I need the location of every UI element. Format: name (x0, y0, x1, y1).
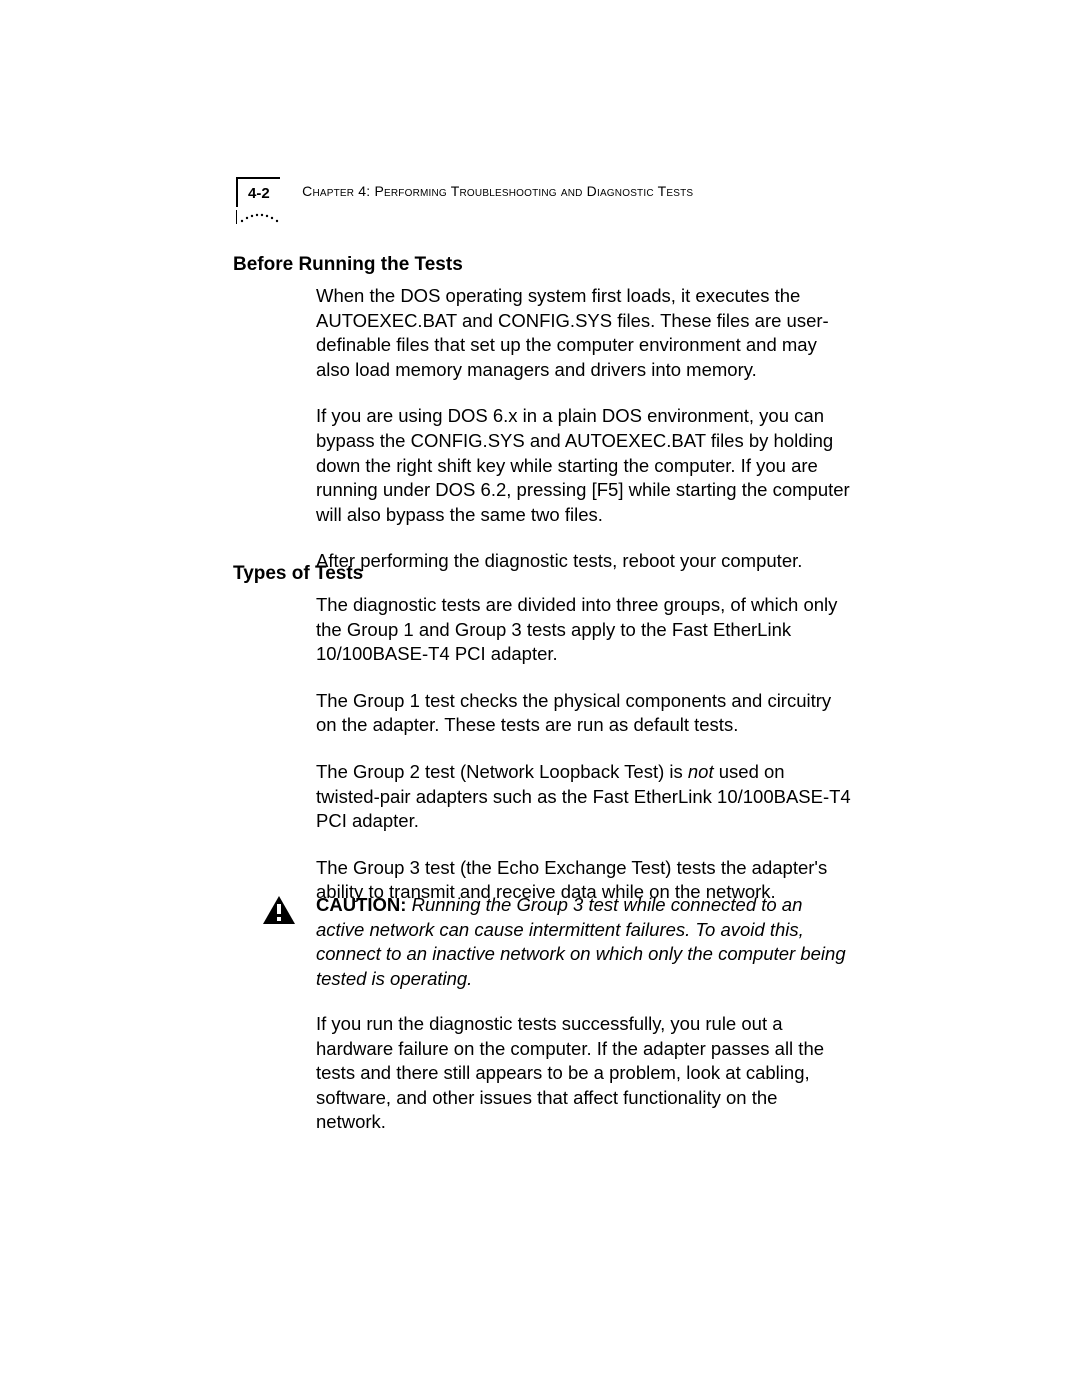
body-types-of-tests-a: The diagnostic tests are divided into th… (316, 593, 852, 905)
text: The Group 2 test (Network Loopback Test)… (316, 761, 688, 782)
dots-ornament-icon (236, 210, 288, 224)
paragraph: If you run the diagnostic tests successf… (316, 1012, 852, 1135)
paragraph: After performing the diagnostic tests, r… (316, 549, 852, 574)
caution-label: CAUTION: (316, 894, 406, 915)
caution-block: CAUTION: Running the Group 3 test while … (262, 893, 852, 991)
paragraph: When the DOS operating system first load… (316, 284, 852, 382)
chapter-title: Chapter 4: Performing Troubleshooting an… (302, 177, 693, 199)
body-before-running: When the DOS operating system first load… (316, 284, 852, 574)
running-header: 4-2 Chapter 4: Performing Troubleshootin… (236, 177, 693, 207)
caution-icon (262, 895, 296, 925)
page-number: 4-2 (236, 177, 280, 207)
page: 4-2 Chapter 4: Performing Troubleshootin… (0, 0, 1080, 1397)
emphasis: not (688, 761, 714, 782)
body-types-of-tests-b: If you run the diagnostic tests successf… (316, 1012, 852, 1135)
paragraph: The diagnostic tests are divided into th… (316, 593, 852, 667)
caution-text: CAUTION: Running the Group 3 test while … (316, 893, 852, 991)
paragraph: If you are using DOS 6.x in a plain DOS … (316, 404, 852, 527)
heading-before-running: Before Running the Tests (233, 254, 463, 276)
paragraph: The Group 1 test checks the physical com… (316, 689, 852, 738)
paragraph: The Group 2 test (Network Loopback Test)… (316, 760, 852, 834)
heading-types-of-tests: Types of Tests (233, 563, 363, 585)
